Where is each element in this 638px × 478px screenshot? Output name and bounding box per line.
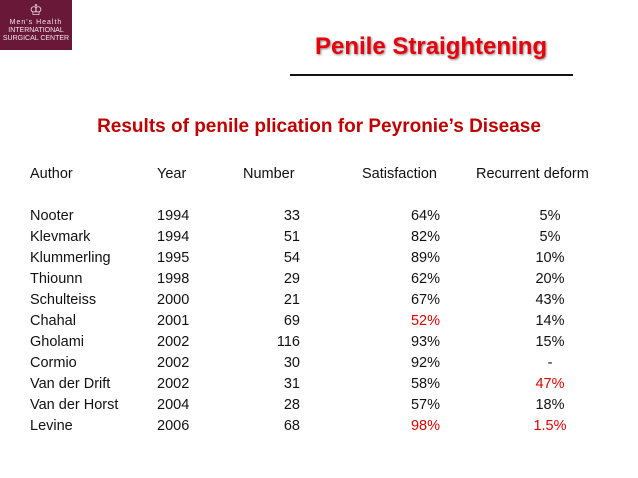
table-cell: 68: [283, 418, 300, 434]
table-cell: 2002: [157, 376, 190, 392]
table-cell: 15%: [535, 334, 565, 350]
table-cell: Gholami: [30, 334, 84, 350]
table-cell: 31: [283, 376, 300, 392]
table-cell: 2004: [157, 397, 190, 413]
table-cell: 20%: [535, 271, 565, 287]
table-cell: Year: [157, 166, 187, 182]
table-cell: Number: [243, 166, 295, 182]
table-cell: 1998: [157, 271, 190, 287]
table-row: Klummerling 1995 54 89% 10%: [0, 250, 638, 270]
table-cell: Satisfaction: [362, 166, 437, 182]
table-row: Van der Drift 2002 31 58% 47%: [0, 376, 638, 396]
table-cell: 52%: [410, 313, 440, 329]
table-cell: 14%: [535, 313, 565, 329]
table-row: Van der Horst 2004 28 57% 18%: [0, 397, 638, 417]
table-header: Author Year Number Satisfaction Recurrent de…: [0, 166, 638, 186]
table-cell: 2002: [157, 355, 190, 371]
table-cell: 18%: [535, 397, 565, 413]
table-cell: -: [547, 355, 553, 371]
table-row: Schulteiss 2000 21 67% 43%: [0, 292, 638, 312]
crown-icon: ♔: [29, 2, 43, 19]
table-cell: 5%: [539, 229, 561, 245]
logo: ♔ Men's Health INTERNATIONAL SURGICAL CE…: [0, 0, 72, 50]
table-row: Nooter 1994 33 64% 5%: [0, 208, 638, 228]
table-cell: 116: [276, 334, 300, 350]
table-row: Thiounn 1998 29 62% 20%: [0, 271, 638, 291]
table-cell: 69: [283, 313, 300, 329]
table-cell: 5%: [539, 208, 561, 224]
table-row: Cormio 2002 30 92% -: [0, 355, 638, 375]
table-cell: 89%: [410, 250, 440, 266]
table-row: Levine 2006 68 98% 1.5%: [0, 418, 638, 438]
logo-line: Men's Health: [9, 19, 63, 26]
table-cell: 57%: [410, 397, 440, 413]
table-cell: 30: [283, 355, 300, 371]
table-cell: 1.5%: [533, 418, 567, 434]
table-cell: 93%: [410, 334, 440, 350]
table-cell: 28: [283, 397, 300, 413]
table-cell: 62%: [410, 271, 440, 287]
table-cell: 21: [283, 292, 300, 308]
table-cell: 98%: [410, 418, 440, 434]
table-cell: 64%: [410, 208, 440, 224]
table-cell: Recurrent deform: [476, 166, 589, 182]
table-cell: 1995: [157, 250, 190, 266]
table-cell: 58%: [410, 376, 440, 392]
table-cell: Klummerling: [30, 250, 111, 266]
table-cell: 54: [283, 250, 300, 266]
table-cell: 1994: [157, 208, 190, 224]
table-row: Gholami 2002 116 93% 15%: [0, 334, 638, 354]
table-cell: 67%: [410, 292, 440, 308]
table-cell: 43%: [535, 292, 565, 308]
table-cell: 29: [283, 271, 300, 287]
table-cell: Schulteiss: [30, 292, 97, 308]
table-cell: 1994: [157, 229, 190, 245]
slide-title: Penile Straightening: [314, 33, 548, 60]
table-row: Klevmark 1994 51 82% 5%: [0, 229, 638, 249]
table-cell: Van der Drift: [30, 376, 111, 392]
table-row: Chahal 2001 69 52% 14%: [0, 313, 638, 333]
table-cell: 92%: [410, 355, 440, 371]
table-cell: 10%: [535, 250, 565, 266]
table-cell: 2006: [157, 418, 190, 434]
table-cell: Nooter: [30, 208, 74, 224]
table-cell: 2002: [157, 334, 190, 350]
table-cell: 2001: [157, 313, 190, 329]
table-cell: Levine: [30, 418, 73, 434]
table-cell: 2000: [157, 292, 190, 308]
table-cell: Cormio: [30, 355, 77, 371]
title-underline: [290, 74, 573, 76]
table-cell: Author: [30, 166, 73, 182]
table-cell: 33: [283, 208, 300, 224]
logo-line: INTERNATIONAL: [8, 27, 64, 34]
table-cell: 47%: [535, 376, 565, 392]
table-cell: 51: [283, 229, 300, 245]
table-cell: Van der Horst: [30, 397, 119, 413]
table-cell: Klevmark: [30, 229, 91, 245]
table-cell: Thiounn: [30, 271, 83, 287]
table-cell: Chahal: [30, 313, 76, 329]
table-cell: 82%: [410, 229, 440, 245]
slide-subtitle: Results of penile plication for Peyronie…: [97, 116, 541, 137]
logo-line: SURGICAL CENTER: [2, 35, 70, 42]
